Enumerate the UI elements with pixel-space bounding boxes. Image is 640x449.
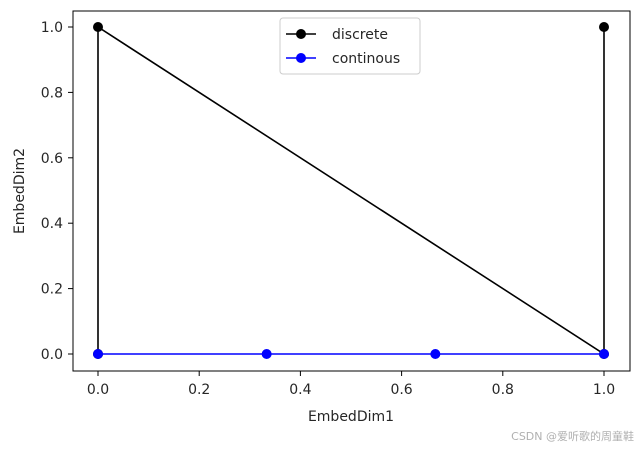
legend-marker-discrete bbox=[296, 29, 306, 39]
x-tick-label: 1.0 bbox=[593, 382, 615, 398]
series-line-discrete bbox=[97, 25, 605, 356]
legend-label-continous: continous bbox=[332, 51, 400, 67]
y-tick-label: 1.0 bbox=[41, 20, 63, 36]
plot-area bbox=[93, 22, 609, 359]
legend-item-continous: continous bbox=[286, 51, 400, 67]
legend-box bbox=[279, 17, 421, 75]
x-tick-label: 0.4 bbox=[289, 382, 311, 398]
legend-label-discrete: discrete bbox=[332, 27, 388, 43]
data-point-continous bbox=[93, 349, 103, 359]
x-tick-label: 0.8 bbox=[492, 382, 514, 398]
y-axis-label: EmbedDim2 bbox=[12, 148, 28, 234]
y-tick-label: 0.2 bbox=[41, 282, 63, 298]
data-point-continous bbox=[261, 349, 272, 359]
y-tick-label: 0.6 bbox=[41, 151, 63, 167]
data-point-continous bbox=[599, 349, 609, 359]
axes-frame bbox=[72, 10, 631, 372]
y-tick-label: 0.0 bbox=[41, 347, 63, 363]
x-tick-label: 0.2 bbox=[188, 382, 210, 398]
y-axis-ticks: 0.0 0.2 0.4 0.6 0.8 1.0 bbox=[41, 20, 73, 363]
y-tick-label: 0.8 bbox=[41, 85, 63, 101]
x-tick-label: 0.0 bbox=[87, 382, 109, 398]
y-tick-label: 0.4 bbox=[41, 216, 63, 232]
legend-marker-continous bbox=[296, 53, 306, 63]
data-point-discrete bbox=[599, 22, 609, 32]
watermark: CSDN @爱听歌的周童鞋 bbox=[511, 430, 634, 443]
x-tick-label: 0.6 bbox=[390, 382, 412, 398]
data-point-discrete bbox=[93, 22, 103, 32]
x-axis-label: EmbedDim1 bbox=[308, 409, 394, 425]
legend: discrete continous bbox=[279, 17, 421, 75]
legend-item-discrete: discrete bbox=[286, 27, 388, 43]
x-axis-ticks: 0.0 0.2 0.4 0.6 0.8 1.0 bbox=[87, 371, 615, 398]
data-point-continous bbox=[430, 349, 441, 359]
